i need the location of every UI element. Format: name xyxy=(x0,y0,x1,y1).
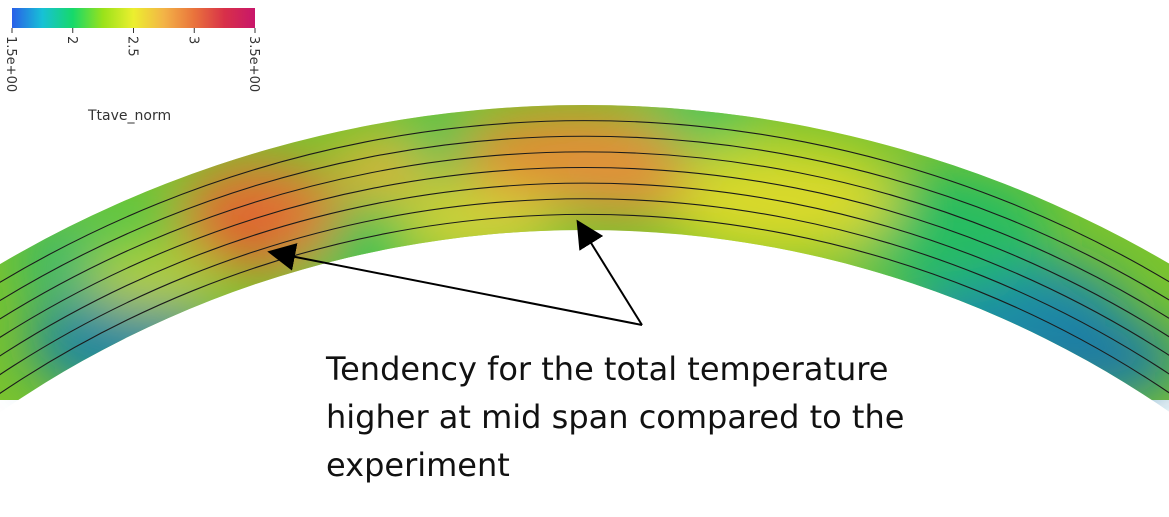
colorbar-tick-label: 1.5e+00 xyxy=(3,36,18,92)
colorbar-tick-label: 2 xyxy=(64,36,79,44)
colorbar-tick-label: 3 xyxy=(185,36,200,44)
annotation-line-2: higher at mid span compared to the xyxy=(326,398,905,436)
span-line xyxy=(0,213,1169,395)
span-line xyxy=(0,182,1169,357)
temperature-blobs xyxy=(20,105,1169,400)
annotation-arrows xyxy=(267,219,643,326)
arrow-left xyxy=(267,243,643,326)
colorbar-ticks: 1.5e+00 2 2.5 3 3.5e+00 xyxy=(3,28,261,92)
annotation-line-1: Tendency for the total temperature xyxy=(326,350,889,388)
colorbar-strip xyxy=(12,8,255,28)
colorbar-tick-label: 3.5e+00 xyxy=(246,36,261,92)
span-line xyxy=(0,120,1169,283)
span-line xyxy=(0,135,1169,302)
colorbar-tick-label: 2.5 xyxy=(125,36,140,57)
span-line xyxy=(0,198,1169,376)
span-line xyxy=(0,167,1169,338)
annotation-text: Tendency for the total temperature highe… xyxy=(326,345,1156,489)
arrow-right xyxy=(576,219,643,326)
colorbar: 1.5e+00 2 2.5 3 3.5e+00 Ttave_norm xyxy=(3,8,261,124)
span-line xyxy=(0,151,1169,320)
annotation-line-3: experiment xyxy=(326,446,510,484)
span-lines xyxy=(0,120,1169,395)
colorbar-title: Ttave_norm xyxy=(87,108,171,124)
